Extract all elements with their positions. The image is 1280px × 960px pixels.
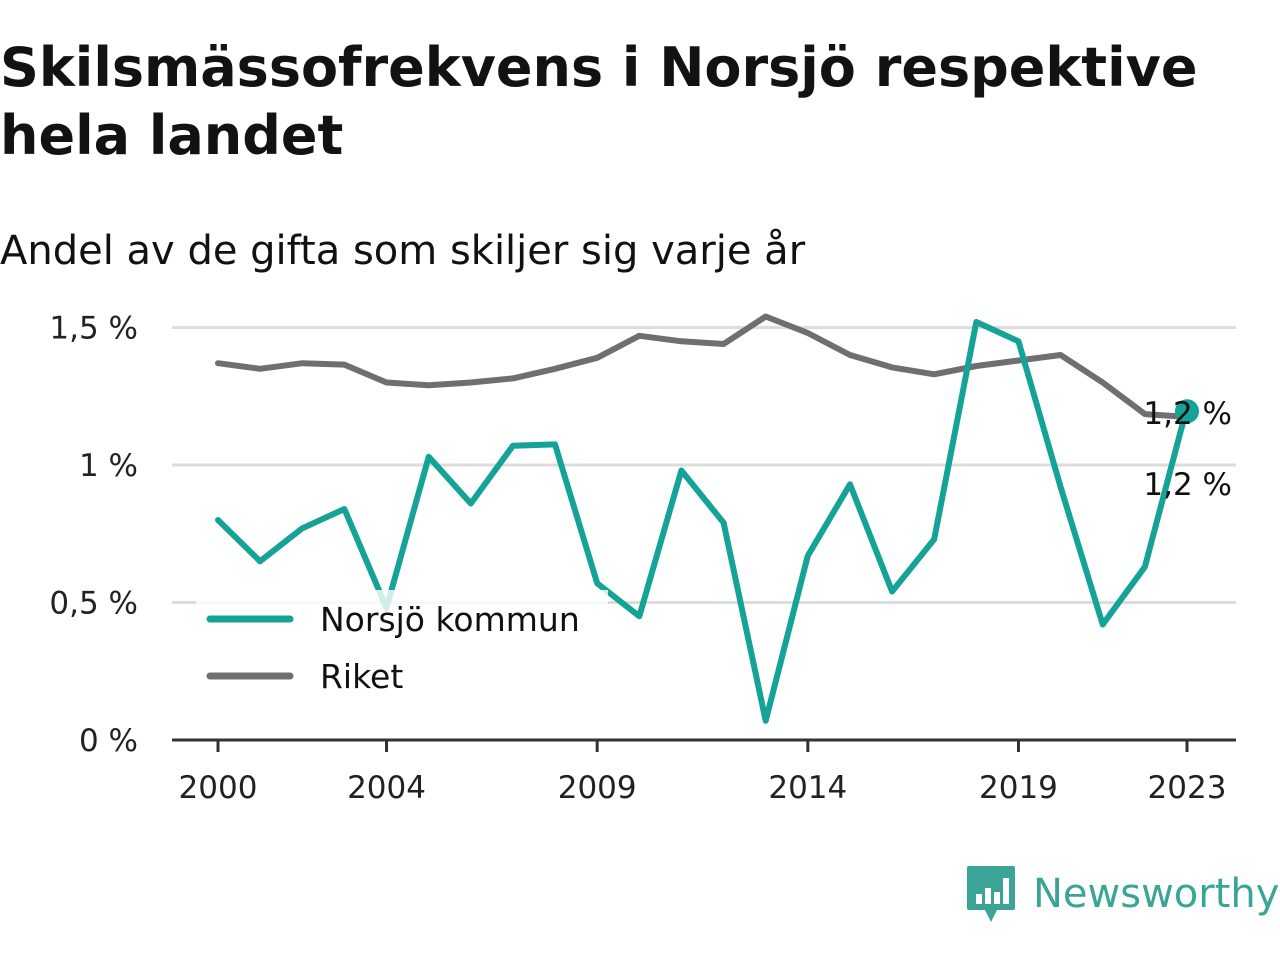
- brand-name: Newsworthy: [1033, 871, 1280, 917]
- x-axis: 2000 2004 2009 2014 2019 2023: [172, 738, 1236, 806]
- y-tick-label: 1 %: [79, 448, 138, 484]
- x-tick-label: 2000: [179, 770, 258, 806]
- x-tick-label: 2014: [768, 770, 847, 806]
- x-tick-label: 2004: [347, 770, 426, 806]
- legend-background: [196, 590, 608, 708]
- x-tick-label: 2019: [979, 770, 1058, 806]
- legend: Norsjö kommun Riket: [196, 590, 608, 708]
- legend-label: Norsjö kommun: [320, 600, 580, 639]
- chart-subtitle: Andel av de gifta som skiljer sig varje …: [0, 228, 806, 274]
- x-tick-label: 2023: [1148, 770, 1227, 806]
- y-tick-label: 0 %: [79, 723, 138, 759]
- y-tick-label: 0,5 %: [49, 586, 138, 622]
- norsjo-end-marker: [1175, 399, 1199, 424]
- chart-title: Skilsmässofrekvens i Norsjö respektive h…: [0, 36, 1198, 167]
- series-line-riket: [215, 313, 1190, 420]
- legend-label: Riket: [320, 657, 403, 696]
- end-value-label: 1,2 %: [1143, 467, 1232, 503]
- x-tick-label: 2009: [558, 770, 637, 806]
- end-labels: 1,2 % 1,2 %: [1143, 396, 1232, 503]
- end-value-label: 1,2 %: [1143, 396, 1232, 432]
- y-axis-ticks: 0 % 0,5 % 1 % 1,5 %: [49, 311, 138, 760]
- newsworthy-logo-icon: [967, 866, 1015, 922]
- y-tick-label: 1,5 %: [49, 311, 138, 347]
- newsworthy-brand: Newsworthy: [965, 864, 1279, 924]
